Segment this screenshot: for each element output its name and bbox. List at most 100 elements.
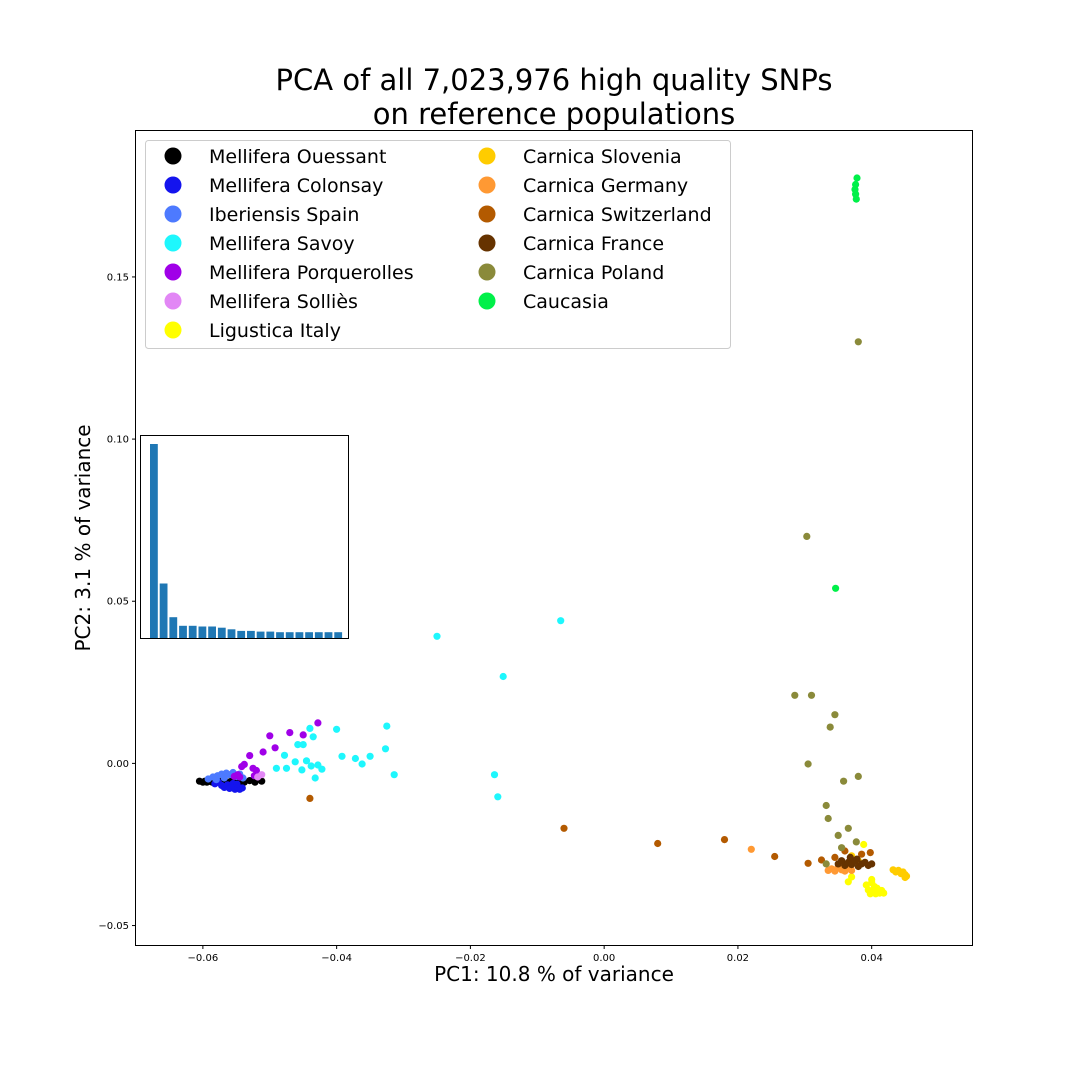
- legend-marker: [164, 176, 182, 194]
- data-point: [272, 764, 280, 772]
- data-point: [803, 532, 811, 541]
- y-axis-label: PC2: 3.1 % of variance: [71, 424, 95, 651]
- legend-marker: [478, 147, 496, 165]
- legend-label: Carnica Poland: [523, 262, 664, 284]
- data-point: [249, 764, 257, 772]
- data-point: [338, 752, 346, 760]
- data-point: [826, 723, 834, 731]
- data-point: [791, 691, 799, 699]
- inset-bar: [295, 632, 304, 638]
- y-tick-label: 0.15: [107, 272, 129, 283]
- inset-bars: [150, 444, 343, 638]
- data-point: [358, 760, 366, 768]
- inset-bar: [217, 627, 226, 638]
- data-point: [494, 793, 502, 801]
- legend-frame: [145, 140, 731, 349]
- data-point: [853, 174, 861, 182]
- data-point: [240, 760, 248, 769]
- legend-marker: [478, 205, 496, 223]
- x-axis-ticks: −0.06 −0.04 −0.02 0.00 0.02 0.04: [188, 945, 883, 964]
- legend-marker: [478, 292, 496, 310]
- scatter-points: [195, 174, 911, 898]
- data-point: [306, 724, 314, 733]
- inset-bar: [324, 632, 333, 638]
- legend-marker: [164, 292, 182, 310]
- data-point: [822, 860, 830, 868]
- data-point: [351, 754, 359, 763]
- data-point: [858, 850, 866, 858]
- data-point: [846, 853, 854, 862]
- scree-inset: [140, 435, 349, 639]
- legend-label: Mellifera Ouessant: [209, 146, 386, 168]
- x-tick-label: 0.02: [727, 953, 749, 964]
- data-point: [720, 836, 729, 844]
- legend-marker: [478, 176, 496, 194]
- legend-marker: [164, 205, 182, 223]
- data-point: [901, 873, 909, 882]
- data-point: [490, 771, 499, 779]
- inset-bar: [188, 625, 197, 638]
- data-point: [838, 844, 846, 852]
- inset-bar: [276, 632, 284, 638]
- data-point: [286, 729, 294, 737]
- legend-marker: [164, 147, 182, 165]
- data-point: [822, 801, 830, 810]
- data-point: [233, 780, 241, 788]
- data-point: [311, 774, 319, 782]
- legend-marker: [164, 321, 182, 339]
- legend-label: Mellifera Colonsay: [209, 175, 383, 197]
- legend-label: Caucasia: [523, 291, 609, 313]
- x-tick-label: −0.04: [321, 953, 352, 964]
- data-point: [852, 838, 860, 846]
- data-point: [860, 840, 868, 849]
- x-axis-label: PC1: 10.8 % of variance: [434, 962, 674, 986]
- legend-label: Carnica Switzerland: [523, 204, 712, 226]
- x-tick-label: 0.04: [861, 953, 883, 964]
- y-tick-label: 0.00: [107, 759, 129, 770]
- legend-label: Carnica Germany: [523, 175, 688, 197]
- legend-label: Mellifera Porquerolles: [209, 262, 414, 284]
- inset-bar: [256, 631, 265, 638]
- legend-label: Carnica Slovenia: [523, 146, 682, 168]
- data-point: [654, 839, 662, 848]
- legend-marker: [478, 234, 496, 252]
- data-point: [381, 745, 390, 753]
- data-point: [868, 875, 876, 884]
- data-point: [848, 866, 856, 875]
- data-point: [834, 831, 842, 840]
- data-point: [254, 773, 262, 781]
- data-point: [852, 195, 860, 203]
- inset-bar: [334, 632, 343, 638]
- data-point: [854, 772, 862, 781]
- data-point: [853, 855, 861, 863]
- data-point: [266, 732, 274, 740]
- y-tick-label: 0.05: [107, 597, 129, 608]
- data-point: [832, 584, 840, 592]
- legend-marker: [478, 263, 496, 281]
- data-point: [236, 773, 244, 781]
- data-point: [212, 776, 220, 784]
- inset-bar: [179, 625, 187, 638]
- data-point: [246, 752, 254, 760]
- data-point: [302, 757, 311, 765]
- legend-label: Ligustica Italy: [209, 320, 341, 342]
- data-point: [291, 758, 299, 766]
- x-tick-label: 0.00: [593, 953, 615, 964]
- data-point: [771, 852, 779, 861]
- legend-marker: [164, 263, 182, 281]
- inset-bar: [285, 632, 294, 638]
- inset-bar: [169, 617, 178, 638]
- data-point: [831, 711, 839, 719]
- data-point: [220, 774, 228, 782]
- data-point: [306, 794, 314, 803]
- inset-bar: [305, 632, 313, 638]
- legend-label: Mellifera Savoy: [209, 233, 355, 255]
- data-point: [280, 751, 289, 759]
- data-point: [840, 777, 848, 785]
- data-point: [807, 691, 816, 699]
- data-point: [282, 764, 291, 772]
- y-tick-label: 0.10: [107, 435, 129, 446]
- data-point: [383, 722, 391, 730]
- data-point: [314, 719, 322, 727]
